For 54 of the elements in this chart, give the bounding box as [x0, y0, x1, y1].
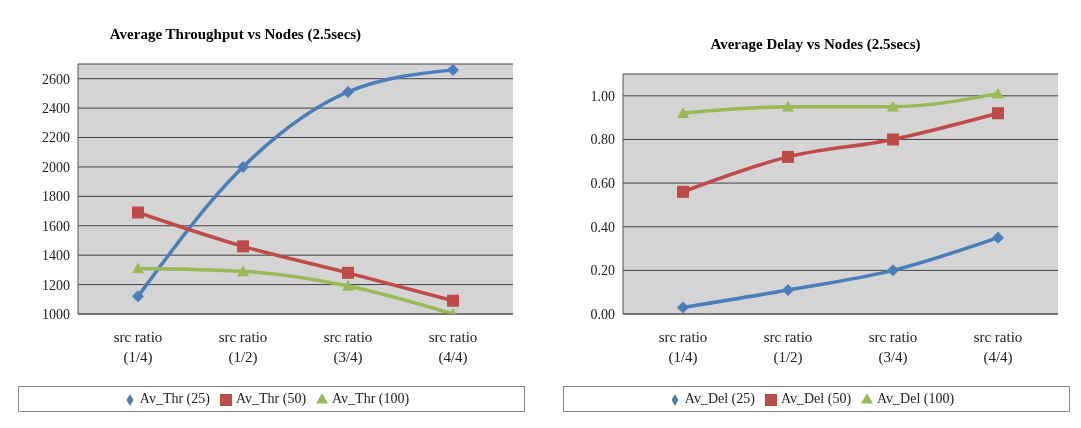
legend-label: Av_Del (100): [877, 391, 955, 406]
point: [887, 133, 899, 146]
legend-label: Av_Del (50): [780, 391, 852, 406]
point: [887, 100, 899, 112]
y-tick-label: 1800: [42, 189, 70, 205]
point: [992, 87, 1004, 99]
y-tick-label: 2000: [42, 159, 70, 175]
y-tick-label: 0.20: [590, 263, 615, 279]
x-tick-label: src ratio (3/4): [868, 329, 918, 366]
point: [342, 85, 354, 98]
y-tick-label: 2400: [42, 101, 70, 117]
y-tick-label: 0.60: [590, 176, 615, 192]
y-tick-label: 1600: [42, 218, 70, 234]
x-tick-label: src ratio (1/4): [658, 329, 708, 366]
y-tick-label: 1.00: [590, 88, 615, 104]
point: [677, 301, 689, 314]
y-tick-label: 0.00: [590, 306, 615, 322]
y-tick-label: 0.40: [590, 219, 615, 235]
point: [782, 150, 794, 163]
point: [237, 160, 249, 173]
y-tick-label: 0.80: [590, 132, 615, 148]
point: [132, 290, 144, 303]
point: [342, 266, 354, 279]
y-tick-label: 1200: [42, 277, 70, 293]
x-tick-label: src ratio (1/4): [113, 329, 163, 366]
point: [447, 64, 459, 76]
chart-title: Average Throughput vs Nodes (2.5secs): [108, 26, 363, 44]
point: [677, 107, 689, 119]
point: [132, 262, 144, 274]
x-tick-label: src ratio (1/2): [763, 329, 813, 366]
x-tick-label: src ratio (4/4): [428, 329, 478, 366]
y-tick-label: 1400: [42, 248, 70, 264]
point: [992, 231, 1004, 244]
x-tick-label: src ratio (1/2): [218, 329, 268, 366]
y-tick-label: 2600: [42, 71, 70, 87]
point: [677, 185, 689, 198]
point: [237, 265, 249, 277]
legend-label: Av_Del (25): [684, 391, 755, 406]
point: [782, 284, 794, 296]
point: [342, 280, 354, 291]
x-tick-label: src ratio (4/4): [973, 329, 1023, 366]
point: [782, 100, 794, 112]
point: [132, 206, 144, 219]
point: [887, 264, 899, 277]
y-tick-label: 2200: [42, 130, 70, 146]
y-tick-label: 1000: [42, 306, 70, 322]
legend-label: Av_Thr (50): [235, 391, 307, 406]
point: [447, 294, 459, 307]
chart-title: Average Delay vs Nodes (2.5secs): [709, 36, 922, 54]
point: [237, 240, 249, 253]
point: [992, 107, 1004, 120]
legend-label: Av_Thr (100): [332, 391, 410, 406]
legend-label: Av_Thr (25): [139, 391, 210, 406]
x-tick-label: src ratio (3/4): [323, 329, 373, 366]
